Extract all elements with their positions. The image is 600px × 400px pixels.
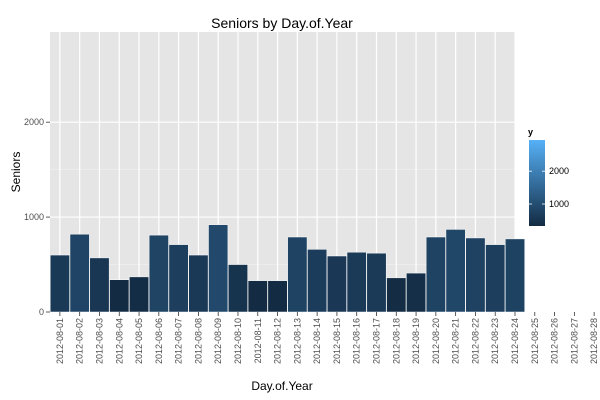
bar-2012-08-03 xyxy=(89,257,110,313)
bar-2012-08-17 xyxy=(366,252,387,313)
x-tick-label: 2012-08-02 xyxy=(75,318,85,364)
legend: y 1000 2000 xyxy=(528,127,569,226)
x-tick-label: 2012-08-22 xyxy=(470,318,480,364)
chart-title: Seniors by Day.of.Year xyxy=(211,15,353,31)
legend-tick-label: 2000 xyxy=(549,166,569,176)
x-tick-label: 2012-08-09 xyxy=(213,318,223,364)
x-axis-title: Day.of.Year xyxy=(251,379,312,393)
bar-2012-08-14 xyxy=(307,249,328,313)
x-tick-label: 2012-08-04 xyxy=(114,318,124,364)
bar-2012-08-20 xyxy=(425,236,446,313)
legend-ticks: 1000 2000 xyxy=(529,166,569,209)
x-tick-label: 2012-08-13 xyxy=(292,318,302,364)
bar-2012-08-15 xyxy=(326,255,347,313)
x-tick-label: 2012-08-28 xyxy=(589,318,599,364)
bar-2012-08-07 xyxy=(168,244,189,313)
bar-2012-08-08 xyxy=(188,254,209,313)
bar-2012-08-02 xyxy=(69,233,90,313)
y-tick-label: 1000 xyxy=(24,212,44,222)
x-tick-label: 2012-08-25 xyxy=(530,318,540,364)
x-tick-label: 2012-08-14 xyxy=(312,318,322,364)
x-tick-label: 2012-08-18 xyxy=(391,318,401,364)
x-tick-label: 2012-08-15 xyxy=(332,318,342,364)
bar-2012-08-16 xyxy=(346,251,367,313)
bar-2012-08-06 xyxy=(148,234,169,313)
x-tick-label: 2012-08-23 xyxy=(490,318,500,364)
x-tick-label: 2012-08-11 xyxy=(253,318,263,363)
x-tick-label: 2012-08-05 xyxy=(134,318,144,364)
bar-2012-08-12 xyxy=(267,280,288,313)
x-tick-label: 2012-08-08 xyxy=(193,318,203,364)
x-tick-label: 2012-08-10 xyxy=(233,318,243,364)
legend-colorbar xyxy=(529,140,545,226)
x-tick-label: 2012-08-12 xyxy=(273,318,283,364)
x-tick-label: 2012-08-26 xyxy=(550,318,560,364)
bar-2012-08-13 xyxy=(287,236,308,313)
x-tick-label: 2012-08-27 xyxy=(569,318,579,364)
x-tick-label: 2012-08-16 xyxy=(352,318,362,364)
x-axis: 2012-08-01 2012-08-02 2012-08-03 2012-08-04… xyxy=(55,312,599,364)
bar-2012-08-23 xyxy=(485,244,506,313)
x-tick-label: 2012-08-24 xyxy=(510,318,520,364)
legend-title: y xyxy=(528,127,533,137)
bar-2012-08-09 xyxy=(208,224,229,313)
x-tick-label: 2012-08-03 xyxy=(94,318,104,364)
bar-2012-08-19 xyxy=(406,272,427,313)
bar-2012-08-11 xyxy=(247,280,268,313)
bar-2012-08-21 xyxy=(445,229,466,313)
bar-2012-08-22 xyxy=(465,237,486,313)
bar-2012-08-10 xyxy=(228,264,248,313)
y-tick-label: 2000 xyxy=(24,117,44,127)
x-tick-label: 2012-08-20 xyxy=(431,318,441,364)
x-tick-label: 2012-08-07 xyxy=(174,318,184,364)
y-axis-title: Seniors xyxy=(9,152,23,193)
y-axis: 0 1000 2000 xyxy=(24,117,50,317)
y-tick-label: 0 xyxy=(39,307,44,317)
bar-2012-08-24 xyxy=(505,238,525,313)
legend-tick-label: 1000 xyxy=(549,199,569,209)
x-tick-label: 2012-08-21 xyxy=(451,318,461,364)
bar-2012-08-01 xyxy=(49,254,70,313)
bar-2012-08-04 xyxy=(109,279,130,313)
x-tick-label: 2012-08-01 xyxy=(55,318,65,364)
bar-2012-08-05 xyxy=(129,276,149,313)
bar-2012-08-18 xyxy=(386,277,407,313)
bars xyxy=(49,224,525,313)
x-tick-label: 2012-08-17 xyxy=(371,318,381,364)
x-tick-label: 2012-08-06 xyxy=(154,318,164,364)
x-tick-label: 2012-08-19 xyxy=(411,318,421,364)
